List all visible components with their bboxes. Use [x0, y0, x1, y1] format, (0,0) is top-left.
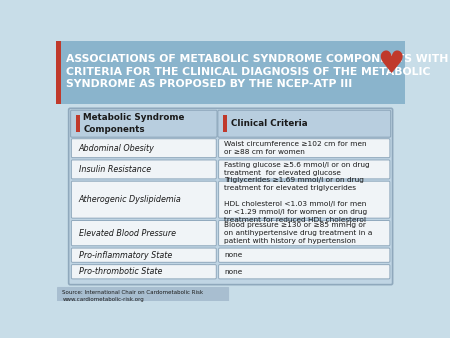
FancyBboxPatch shape	[72, 265, 216, 279]
FancyBboxPatch shape	[72, 248, 216, 262]
FancyBboxPatch shape	[72, 160, 216, 179]
Text: Atherogenic Dyslipidemia: Atherogenic Dyslipidemia	[79, 195, 181, 204]
Text: Fasting glucose ≥5.6 mmol/l or on drug
treatment  for elevated glucose: Fasting glucose ≥5.6 mmol/l or on drug t…	[225, 163, 370, 176]
Text: Abdominal Obesity: Abdominal Obesity	[79, 144, 155, 153]
Text: CRITERIA FOR THE CLINICAL DIAGNOSIS OF THE METABOLIC: CRITERIA FOR THE CLINICAL DIAGNOSIS OF T…	[66, 67, 430, 77]
Bar	[56, 41, 61, 104]
Text: Metabolic Syndrome
Components: Metabolic Syndrome Components	[83, 113, 185, 134]
FancyBboxPatch shape	[219, 248, 390, 262]
FancyBboxPatch shape	[219, 265, 390, 279]
FancyBboxPatch shape	[72, 181, 216, 218]
Text: Pro-inflammatory State: Pro-inflammatory State	[79, 251, 172, 260]
Text: Triglycerides ≥1.69 mmol/l or on drug
treatment for elevated triglycerides

HDL : Triglycerides ≥1.69 mmol/l or on drug tr…	[225, 177, 368, 223]
Text: Waist circumference ≥102 cm for men
or ≥88 cm for women: Waist circumference ≥102 cm for men or ≥…	[225, 141, 367, 155]
FancyBboxPatch shape	[71, 110, 217, 137]
Text: Blood pressure ≥130 or ≥85 mmHg or
on antihypertensive drug treatment in a
patie: Blood pressure ≥130 or ≥85 mmHg or on an…	[225, 222, 373, 244]
FancyBboxPatch shape	[57, 287, 229, 306]
Text: Pro-thrombotic State: Pro-thrombotic State	[79, 267, 162, 276]
FancyBboxPatch shape	[72, 220, 216, 246]
Text: none: none	[225, 269, 243, 275]
Bar	[56, 104, 405, 301]
Text: none: none	[225, 252, 243, 258]
Text: Clinical Criteria: Clinical Criteria	[230, 119, 307, 128]
FancyBboxPatch shape	[219, 139, 390, 158]
Text: Source: International Chair on Cardometabolic Risk
www.cardiometabolic-risk.org: Source: International Chair on Cardometa…	[63, 290, 203, 302]
FancyBboxPatch shape	[69, 108, 392, 285]
Bar	[76, 115, 80, 132]
Text: ♥: ♥	[378, 50, 405, 79]
Text: Elevated Blood Pressure: Elevated Blood Pressure	[79, 228, 176, 238]
FancyBboxPatch shape	[219, 160, 390, 179]
Bar	[223, 115, 227, 132]
FancyBboxPatch shape	[218, 110, 391, 137]
FancyBboxPatch shape	[72, 139, 216, 158]
Bar	[56, 41, 405, 104]
Text: Insulin Resistance: Insulin Resistance	[79, 165, 151, 174]
Text: ASSOCIATIONS OF METABOLIC SYNDROME COMPONENTS WITH: ASSOCIATIONS OF METABOLIC SYNDROME COMPO…	[66, 54, 448, 65]
Text: SYNDROME AS PROPOSED BY THE NCEP-ATP III: SYNDROME AS PROPOSED BY THE NCEP-ATP III	[66, 79, 352, 89]
FancyBboxPatch shape	[219, 181, 390, 218]
FancyBboxPatch shape	[219, 220, 390, 246]
